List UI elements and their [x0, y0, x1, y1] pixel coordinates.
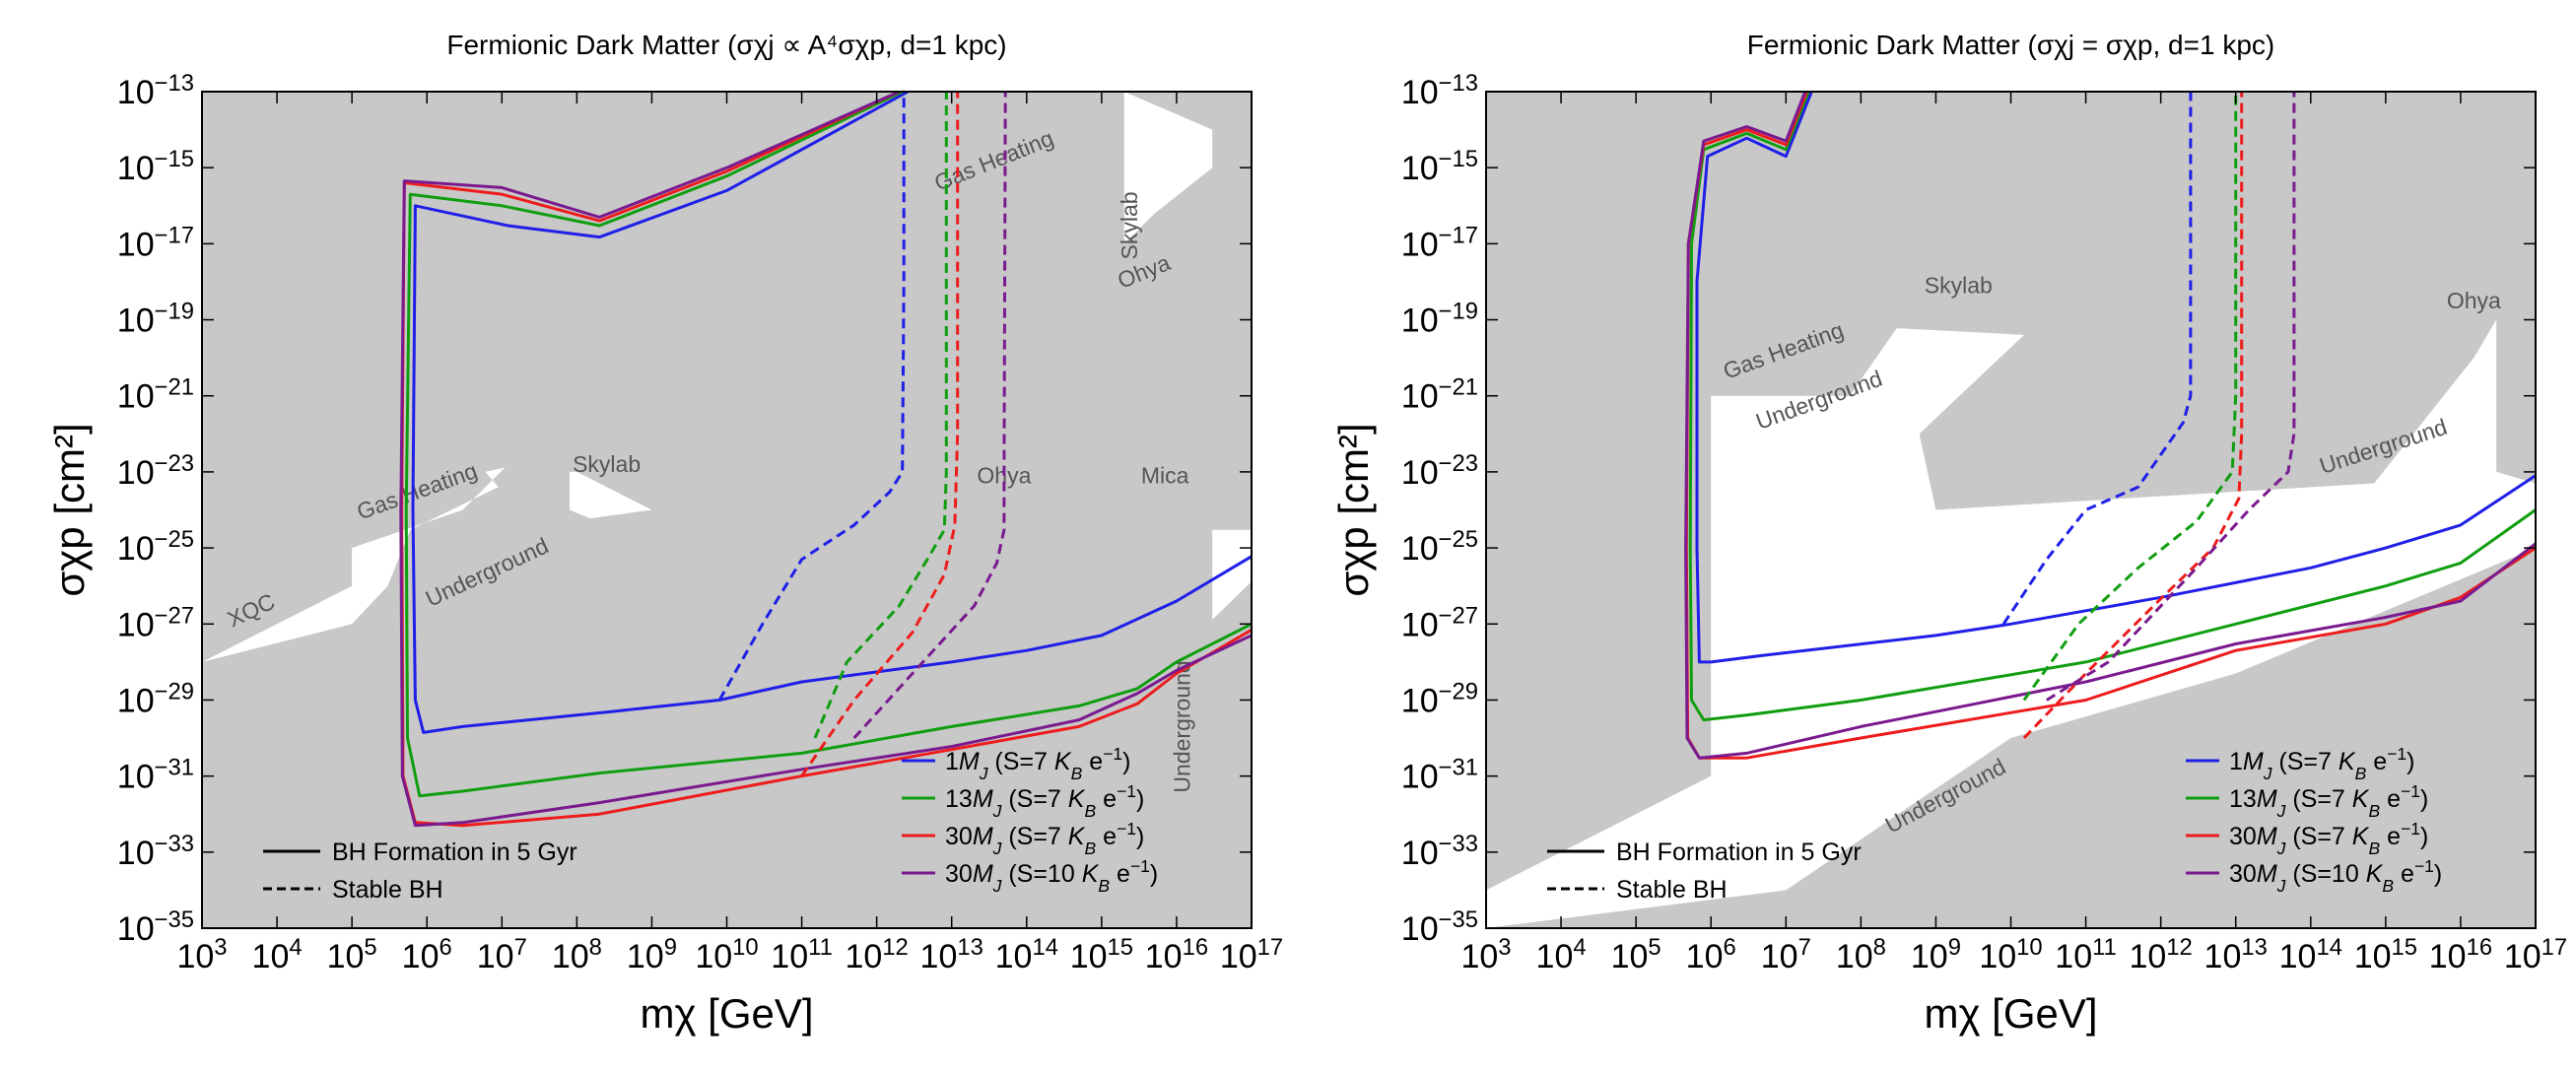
legend-label: 30MJ (S=10 KB e−1): [945, 856, 1158, 896]
legend-label: 30MJ (S=10 KB e−1): [2229, 856, 2442, 896]
y-tick-label: 10−33: [117, 830, 194, 872]
x-tick-label: 106: [402, 934, 452, 976]
x-tick-label: 103: [1460, 934, 1511, 976]
allowed-region-1: [202, 467, 506, 662]
legend-label: 13MJ (S=7 KB e−1): [945, 781, 1144, 821]
y-tick-label: 10−17: [117, 222, 194, 264]
series-line-2-solid: [404, 92, 1252, 798]
x-tick-label: 1013: [920, 934, 983, 976]
region-label: Ohya: [2447, 288, 2501, 313]
style-legend-label: Stable BH: [1616, 876, 1728, 904]
x-tick-label: 1016: [1145, 934, 1208, 976]
y-tick-label: 10−35: [1401, 906, 1478, 949]
x-axis-label: mχ [GeV]: [640, 990, 813, 1037]
x-tick-label: 1015: [1070, 934, 1133, 976]
x-tick-label: 1014: [2279, 934, 2342, 976]
y-tick-label: 10−13: [1401, 70, 1478, 112]
legend-label: 1MJ (S=7 KB e−1): [2229, 744, 2414, 783]
y-tick-label: 10−27: [1401, 602, 1478, 644]
y-tick-label: 10−21: [117, 373, 194, 416]
region-label: Mica: [1141, 463, 1189, 489]
series-line-1-solid: [411, 92, 1252, 734]
legend-label: 13MJ (S=7 KB e−1): [2229, 781, 2428, 821]
x-tick-label: 106: [1686, 934, 1736, 976]
series-line-4-solid: [1684, 92, 2536, 760]
series-line-6-dashed: [813, 92, 948, 739]
y-tick-label: 10−21: [1401, 373, 1478, 416]
y-tick-label: 10−13: [117, 70, 194, 112]
x-tick-label: 104: [252, 934, 303, 976]
x-tick-label: 1014: [995, 934, 1058, 976]
style-legend-label: Stable BH: [332, 876, 443, 904]
chart-title: Fermionic Dark Matter (σχj ∝ A⁴σχp, d=1 …: [446, 30, 1006, 60]
y-tick-label: 10−27: [117, 602, 194, 644]
y-tick-label: 10−25: [1401, 526, 1478, 569]
series-line-5-dashed: [717, 92, 906, 702]
y-tick-label: 10−33: [1401, 830, 1478, 872]
region-label: Skylab: [1117, 191, 1142, 259]
x-axis-label: mχ [GeV]: [1924, 990, 2097, 1037]
x-tick-label: 1015: [2354, 934, 2417, 976]
x-tick-label: 108: [552, 934, 602, 976]
x-tick-label: 109: [627, 934, 677, 976]
y-tick-label: 10−29: [1401, 678, 1478, 720]
style-legend-label: BH Formation in 5 Gyr: [332, 839, 577, 866]
region-label: Underground: [1169, 660, 1194, 792]
y-tick-label: 10−15: [117, 146, 194, 188]
legend-label: 30MJ (S=7 KB e−1): [2229, 819, 2428, 858]
y-tick-label: 10−15: [1401, 146, 1478, 188]
y-tick-label: 10−31: [1401, 754, 1478, 796]
allowed-region-2: [570, 471, 652, 519]
x-tick-label: 1013: [2204, 934, 2268, 976]
x-tick-label: 1011: [2055, 934, 2117, 976]
x-tick-label: 107: [1761, 934, 1811, 976]
y-tick-label: 10−31: [117, 754, 194, 796]
series-line-6-dashed: [2022, 92, 2238, 702]
y-tick-label: 10−25: [117, 526, 194, 569]
chart-panel-2: Gas HeatingSkylabUndergroundOhyaUndergro…: [1330, 30, 2567, 1037]
x-tick-label: 109: [1911, 934, 1961, 976]
x-tick-label: 1011: [771, 934, 833, 976]
series-line-2-solid: [1688, 92, 2536, 722]
y-tick-label: 10−23: [1401, 449, 1478, 492]
x-tick-label: 108: [1836, 934, 1886, 976]
region-label: Skylab: [1925, 273, 1993, 299]
series-line-8-dashed: [852, 92, 1007, 740]
y-tick-label: 10−23: [117, 449, 194, 492]
y-axis-label: σχp [cm²]: [1330, 423, 1377, 596]
style-legend-label: BH Formation in 5 Gyr: [1616, 839, 1862, 866]
legend-label: 30MJ (S=7 KB e−1): [945, 819, 1144, 858]
x-tick-label: 104: [1536, 934, 1587, 976]
x-tick-label: 1017: [1220, 934, 1283, 976]
x-tick-label: 1016: [2429, 934, 2492, 976]
y-tick-label: 10−17: [1401, 222, 1478, 264]
x-tick-label: 1012: [845, 934, 908, 976]
chart-title: Fermionic Dark Matter (σχj = σχp, d=1 kp…: [1747, 30, 2274, 60]
allowed-region-3: [1123, 92, 1213, 244]
x-tick-label: 1012: [2129, 934, 2192, 976]
series-line-1-solid: [1695, 92, 2536, 664]
series-line-4-solid: [399, 92, 1252, 828]
x-tick-label: 107: [477, 934, 527, 976]
x-tick-label: 1010: [1979, 934, 2042, 976]
y-tick-label: 10−35: [117, 906, 194, 949]
x-tick-label: 1017: [2504, 934, 2567, 976]
x-tick-label: 105: [327, 934, 377, 976]
x-tick-label: 103: [176, 934, 227, 976]
series-line-8-dashed: [2046, 92, 2296, 702]
y-tick-label: 10−19: [117, 298, 194, 340]
legend-label: 1MJ (S=7 KB e−1): [945, 744, 1130, 783]
y-tick-label: 10−19: [1401, 298, 1478, 340]
allowed-region-4: [1212, 529, 1252, 620]
region-label: Skylab: [573, 451, 641, 477]
x-tick-label: 1010: [695, 934, 758, 976]
y-tick-label: 10−29: [117, 678, 194, 720]
series-line-5-dashed: [2001, 92, 2193, 626]
x-tick-label: 105: [1611, 934, 1661, 976]
y-axis-label: σχp [cm²]: [46, 423, 93, 596]
